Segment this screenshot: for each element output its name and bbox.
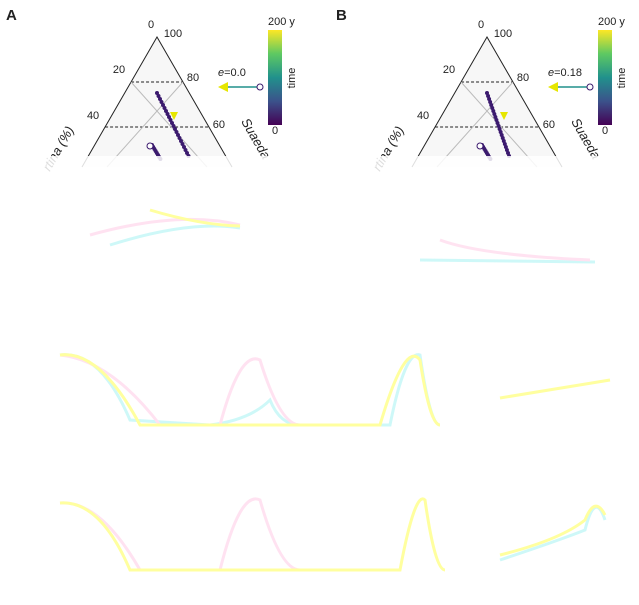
colorbar-bottom: 0 bbox=[272, 125, 278, 137]
e-anchor bbox=[256, 83, 264, 91]
washout bbox=[0, 156, 639, 186]
tick-label: 60 bbox=[213, 119, 225, 131]
start-point bbox=[476, 142, 484, 150]
tick-label: 0 bbox=[148, 19, 154, 31]
tick-label: 20 bbox=[443, 64, 455, 76]
trajectory-dot bbox=[493, 115, 498, 119]
trajectory-dot bbox=[183, 148, 188, 152]
trajectory-dot bbox=[492, 112, 497, 116]
grid-line bbox=[106, 81, 184, 168]
trajectory-dot bbox=[498, 130, 503, 134]
trajectory-dot bbox=[494, 118, 499, 122]
trajectory-dot bbox=[495, 121, 500, 125]
trajectory-dot bbox=[506, 151, 510, 155]
trajectory-dot bbox=[501, 139, 506, 143]
trajectory-dot bbox=[491, 109, 496, 113]
trajectory-dot bbox=[486, 94, 491, 98]
trajectory-dot bbox=[155, 91, 159, 95]
colorbar-top: 200 y bbox=[598, 16, 625, 28]
trajectory-dot bbox=[176, 133, 180, 137]
e-value: =0.18 bbox=[554, 67, 582, 79]
tick-label: 100 bbox=[164, 28, 182, 40]
panel-label: A bbox=[6, 7, 17, 24]
trajectory-dot bbox=[165, 112, 170, 116]
tick-label: 100 bbox=[494, 28, 512, 40]
trajectory-dot bbox=[182, 145, 186, 149]
trajectory-dot bbox=[174, 130, 179, 134]
trajectory-dot bbox=[185, 151, 189, 155]
colorbar-bottom: 0 bbox=[602, 125, 608, 137]
trajectory-dot bbox=[156, 94, 161, 98]
trajectory-dot bbox=[485, 91, 489, 95]
colorbar bbox=[598, 30, 612, 125]
tick-label: 20 bbox=[113, 64, 125, 76]
e-arrowhead bbox=[218, 82, 228, 92]
trajectory-dot bbox=[162, 106, 167, 110]
tick-label: 80 bbox=[187, 72, 199, 84]
e-anchor bbox=[586, 83, 594, 91]
start-point bbox=[146, 142, 154, 150]
trajectory-dot bbox=[497, 127, 502, 131]
e-label: e=0.18 bbox=[548, 67, 582, 79]
tick-label: 80 bbox=[517, 72, 529, 84]
trajectory-dot bbox=[161, 103, 165, 107]
trajectory-dot bbox=[488, 100, 493, 104]
tick-label: 0 bbox=[478, 19, 484, 31]
e-label: e=0.0 bbox=[218, 67, 246, 79]
trajectory-dot bbox=[177, 136, 182, 140]
triangle bbox=[411, 35, 563, 168]
trajectory-dot bbox=[158, 97, 162, 101]
trajectory-dot bbox=[490, 106, 495, 110]
trajectory-dot bbox=[504, 148, 509, 152]
trajectory-dot bbox=[503, 145, 508, 149]
trajectory-dot bbox=[180, 142, 185, 146]
grid-line bbox=[436, 81, 514, 168]
panel-label: B bbox=[336, 7, 347, 24]
colorbar-title: time bbox=[616, 68, 628, 89]
trajectory-dot bbox=[179, 139, 183, 143]
triangle bbox=[81, 35, 233, 168]
trajectory-dot bbox=[487, 97, 492, 101]
trajectory-dot bbox=[168, 118, 173, 122]
trajectory-dot bbox=[502, 142, 507, 146]
colorbar bbox=[268, 30, 282, 125]
colorbar-title: time bbox=[286, 68, 298, 89]
trajectory-dot bbox=[159, 100, 164, 104]
e-symbol: e bbox=[548, 67, 554, 79]
e-value: =0.0 bbox=[224, 67, 246, 79]
trajectory-dot bbox=[164, 109, 168, 113]
grid-line bbox=[130, 81, 208, 168]
tick-label: 60 bbox=[543, 119, 555, 131]
trajectory-dot bbox=[496, 124, 501, 128]
trajectory-dot bbox=[170, 121, 174, 125]
trajectory-dot bbox=[499, 133, 504, 137]
e-symbol: e bbox=[218, 67, 224, 79]
trajectory-dot bbox=[489, 103, 494, 107]
trajectory-dot bbox=[173, 127, 177, 131]
tick-label: 40 bbox=[87, 110, 99, 122]
trajectory-dot bbox=[500, 136, 505, 140]
e-arrowhead bbox=[548, 82, 558, 92]
trajectory-dot bbox=[171, 124, 176, 128]
arrow bbox=[500, 112, 508, 120]
arrow bbox=[170, 112, 178, 120]
colorbar-top: 200 y bbox=[268, 16, 295, 28]
trajectory-dot bbox=[167, 115, 171, 119]
tick-label: 40 bbox=[417, 110, 429, 122]
faded-curves bbox=[59, 208, 611, 572]
